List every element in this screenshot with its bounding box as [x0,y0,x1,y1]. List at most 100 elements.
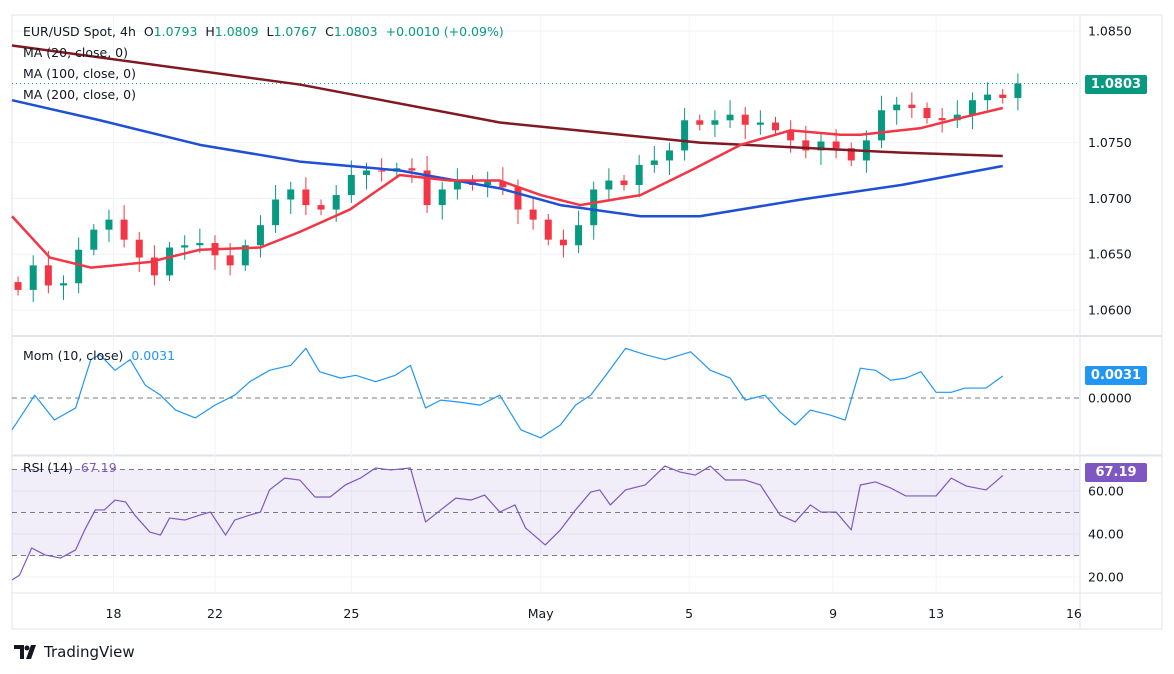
candle-up [665,150,673,161]
mom-tick-label: 0.0000 [1088,391,1132,406]
candle-down [499,181,507,188]
candle-up [817,141,825,151]
candle-down [14,282,22,290]
momentum-line [11,347,1004,439]
candle-down [302,189,310,206]
candle-up [756,122,764,125]
candle-down [741,114,749,125]
candle-down [226,255,234,266]
x-tick-label: 18 [106,606,122,621]
rsi-band [12,469,1080,556]
candle-down [620,180,628,186]
rsi-legend[interactable]: RSI (14) 67.19 [23,460,117,475]
candle-down [559,239,567,246]
grid [11,14,1163,630]
candle-down [423,170,431,206]
x-tick-label: 22 [207,606,223,621]
candle-up [893,104,901,111]
candle-up [75,249,83,284]
ma20-line [11,106,1004,269]
candle-down [120,219,128,240]
candle-up [1014,83,1022,98]
candle-down [802,140,810,151]
close-value: 1.0803 [333,24,378,39]
candle-up [726,114,734,121]
candle-up [181,245,189,248]
candle-up [332,195,340,210]
candle-down [832,141,840,149]
x-tick-label: 5 [685,606,693,621]
candle-up [166,247,174,276]
rsi-value-tag: 67.19 [1085,463,1147,482]
price-tick-label: 1.0600 [1088,303,1132,318]
candle-down [150,257,158,276]
candle-up [590,189,598,226]
candle-down [529,209,537,220]
ma20-legend[interactable]: MA (20, close, 0) [23,45,129,60]
price-tick-label: 1.0850 [1088,24,1132,39]
mom-legend[interactable]: Mom (10, close) 0.0031 [23,348,176,363]
candle-up [953,114,961,121]
candle-up [635,164,643,186]
candle-up [650,160,658,165]
candle-up [681,120,689,151]
tradingview-logo-icon [14,645,36,659]
indicator-lines [11,44,1080,581]
symbol-legend: EUR/USD Spot, 4h O1.0793 H1.0809 L1.0767… [23,24,504,39]
symbol-label: EUR/USD Spot, 4h [23,24,136,39]
candle-down [772,122,780,131]
tradingview-logo[interactable]: TradingView [14,643,135,661]
candle-down [938,118,946,121]
x-tick-label: 16 [1066,606,1082,621]
candle-down [696,120,704,125]
candle-up [90,229,98,250]
candle-down [514,187,522,210]
x-tick-label: May [528,606,554,621]
logo-text: TradingView [44,643,135,661]
candle-down [847,148,855,161]
candle-up [484,181,492,186]
rsi-legend-value: 67.19 [80,460,117,475]
candle-up [438,189,446,206]
candle-up [711,120,719,125]
x-tick-label: 25 [343,606,359,621]
rsi-tick-label: 20.00 [1088,570,1124,585]
candle-down [317,205,325,210]
ma100-line [11,98,1003,218]
candle-down [999,94,1007,98]
candle-down [544,219,552,240]
mom-legend-value: 0.0031 [131,348,176,363]
x-tick-label: 13 [928,606,944,621]
low-value: 1.0767 [273,24,318,39]
candle-down [408,168,416,171]
candle-up [575,225,583,246]
ma100-legend[interactable]: MA (100, close, 0) [23,66,136,81]
candle-up [29,265,37,290]
candle-up [241,245,249,266]
price-tick-label: 1.0750 [1088,135,1132,150]
price-tick-label: 1.0700 [1088,191,1132,206]
candle-up [287,189,295,200]
open-value: 1.0793 [153,24,198,39]
candle-up [105,219,113,230]
candle-up [984,94,992,101]
candle-down [44,265,52,286]
chart-frame [11,14,1163,630]
x-tick-label: 9 [829,606,837,621]
candle-down [378,170,386,172]
candle-up [256,225,264,246]
candle-up [347,174,355,196]
candle-up [60,283,68,286]
rsi-line [11,465,1004,581]
candle-down [908,104,916,109]
candle-up [878,110,886,141]
candle-up [196,243,204,246]
ma200-legend[interactable]: MA (200, close, 0) [23,87,136,102]
rsi-tick-label: 40.00 [1088,527,1124,542]
axes: 18 22 25 May 5 9 13 16 1.0850 1.0750 1.0700 1.0650 1… [106,24,1132,622]
candle-down [923,108,931,119]
mom-value-tag: 0.0031 [1085,366,1147,385]
last-price-tag: 1.0803 [1085,75,1147,94]
candle-up [605,180,613,190]
